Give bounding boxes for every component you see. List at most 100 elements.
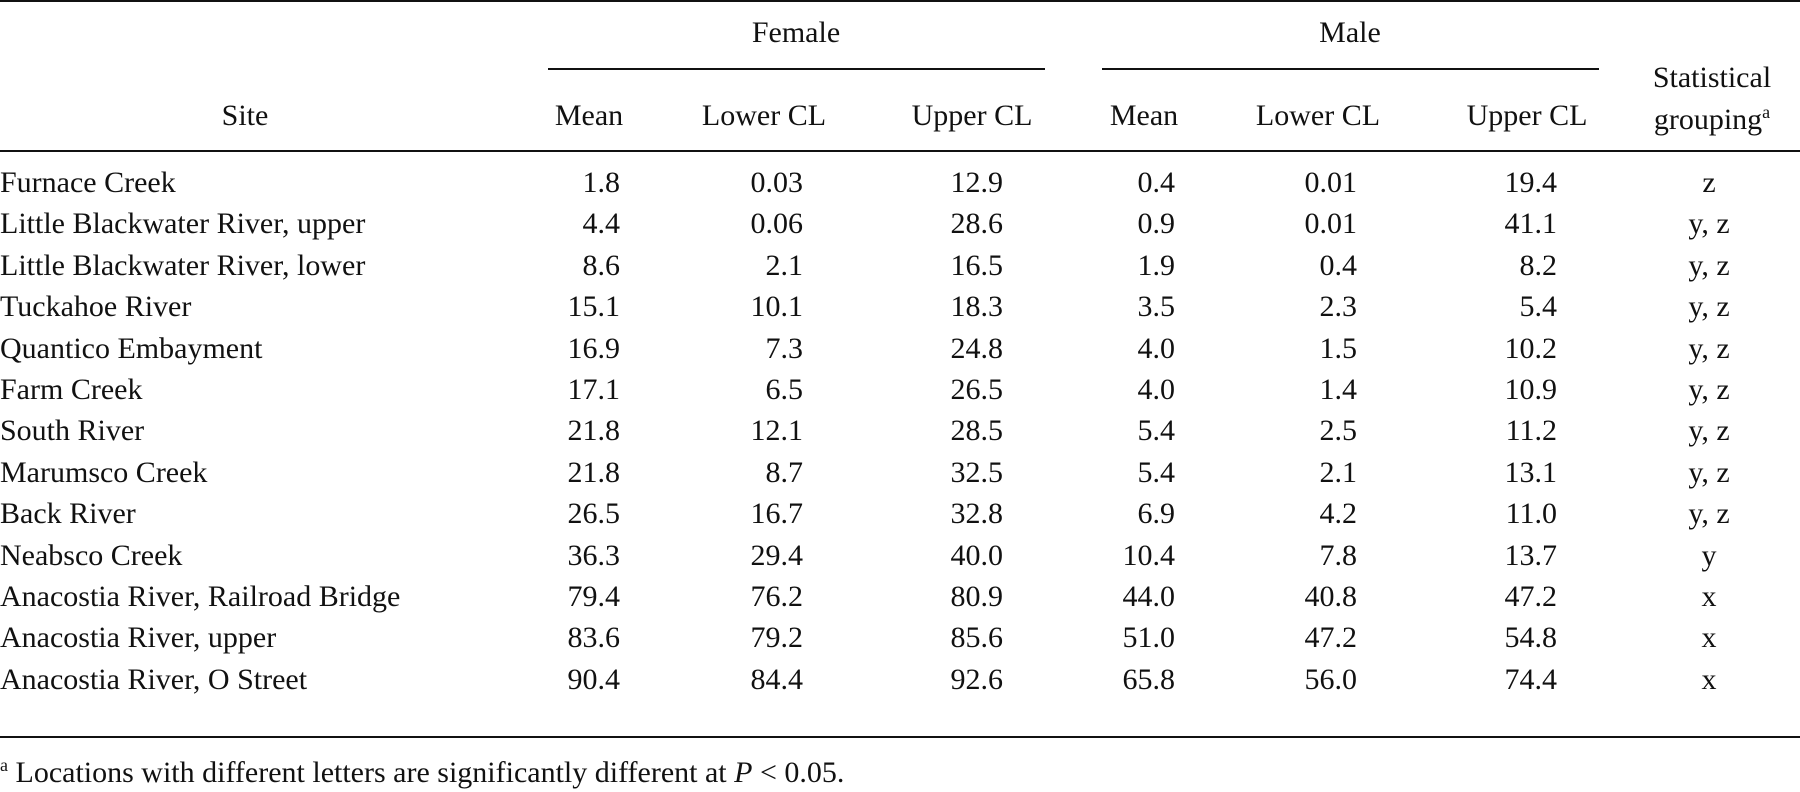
female-lower-cl-cell: 76.2 — [750, 580, 804, 613]
female-mean-cell: 17.1 — [567, 373, 621, 406]
female-lower-cl-cell: 29.4 — [750, 538, 804, 572]
female-upper-cl-cell: 32.5 — [950, 455, 1004, 489]
column-header-female-upper-cl: Upper CL — [911, 99, 1033, 132]
female-mean-cell: 1.8 — [582, 166, 621, 199]
male-mean-cell: 6.9 — [1137, 497, 1176, 531]
female-lower-cl-cell: 79.2 — [750, 621, 804, 655]
statistical-grouping-cell: x — [1701, 580, 1717, 613]
female-upper-cl-cell: 92.6 — [950, 662, 1004, 696]
male-lower-cl-cell: 1.5 — [1319, 331, 1358, 365]
male-lower-cl-cell: 56.0 — [1304, 662, 1358, 696]
site-cell: Little Blackwater River, lower — [0, 248, 366, 282]
male-lower-cl-cell: 40.8 — [1304, 580, 1358, 613]
female-span-rule — [548, 68, 1045, 70]
female-upper-cl-cell: 26.5 — [950, 373, 1004, 406]
footnote-text-after: < 0.05. — [752, 756, 845, 789]
female-upper-cl-cell: 80.9 — [950, 580, 1004, 613]
female-upper-cl-cell: 40.0 — [950, 538, 1004, 572]
group-header-female: Female — [751, 16, 841, 49]
female-lower-cl-cell: 8.7 — [765, 455, 804, 489]
male-mean-cell: 4.0 — [1137, 331, 1176, 365]
male-mean-cell: 0.4 — [1137, 166, 1176, 199]
site-cell: Tuckahoe River — [0, 290, 192, 324]
male-lower-cl-cell: 7.8 — [1319, 538, 1358, 572]
female-upper-cl-cell: 18.3 — [950, 290, 1004, 324]
site-cell: Farm Creek — [0, 373, 143, 406]
male-lower-cl-cell: 1.4 — [1319, 373, 1358, 406]
male-upper-cl-cell: 74.4 — [1504, 662, 1558, 696]
column-header-female-lower-cl: Lower CL — [701, 99, 827, 132]
site-cell: South River — [0, 414, 145, 448]
female-mean-cell: 8.6 — [582, 248, 621, 282]
statistical-grouping-cell: x — [1701, 662, 1717, 696]
male-lower-cl-cell: 47.2 — [1304, 621, 1358, 655]
column-header-statistical-grouping-line2: grouping — [1653, 103, 1763, 136]
site-cell: Little Blackwater River, upper — [0, 207, 366, 241]
male-mean-cell: 65.8 — [1122, 662, 1176, 696]
female-mean-cell: 90.4 — [567, 662, 621, 696]
male-upper-cl-cell: 10.2 — [1504, 331, 1558, 365]
statistical-grouping-cell: y, z — [1688, 248, 1730, 282]
male-upper-cl-cell: 10.9 — [1504, 373, 1558, 406]
statistical-grouping-cell: y — [1701, 538, 1717, 572]
male-upper-cl-cell: 11.2 — [1505, 414, 1557, 448]
site-cell: Quantico Embayment — [0, 331, 263, 365]
site-cell: Back River — [0, 497, 136, 531]
column-header-female-mean: Mean — [554, 99, 624, 132]
male-lower-cl-cell: 4.2 — [1319, 497, 1358, 531]
group-header-male: Male — [1319, 16, 1381, 49]
header-bottom-rule — [0, 150, 1800, 152]
male-upper-cl-cell: 41.1 — [1504, 207, 1558, 241]
male-mean-cell: 51.0 — [1122, 621, 1176, 655]
statistical-grouping-cell: z — [1702, 166, 1716, 199]
female-lower-cl-cell: 16.7 — [750, 497, 804, 531]
female-mean-cell: 21.8 — [567, 414, 621, 448]
footnote-marker: a — [1762, 102, 1771, 122]
table-top-rule — [0, 0, 1800, 2]
male-upper-cl-cell: 13.1 — [1504, 455, 1558, 489]
column-header-site: Site — [221, 99, 269, 132]
site-cell: Marumsco Creek — [0, 455, 208, 489]
female-lower-cl-cell: 84.4 — [750, 662, 804, 696]
female-upper-cl-cell: 85.6 — [950, 621, 1004, 655]
statistical-grouping-cell: y, z — [1688, 207, 1730, 241]
site-cell: Neabsco Creek — [0, 538, 183, 572]
male-mean-cell: 3.5 — [1137, 290, 1176, 324]
male-mean-cell: 5.4 — [1137, 414, 1176, 448]
female-upper-cl-cell: 24.8 — [950, 331, 1004, 365]
male-upper-cl-cell: 54.8 — [1504, 621, 1558, 655]
male-mean-cell: 44.0 — [1122, 580, 1176, 613]
male-mean-cell: 4.0 — [1137, 373, 1176, 406]
female-mean-cell: 26.5 — [567, 497, 621, 531]
female-upper-cl-cell: 28.6 — [950, 207, 1004, 241]
female-upper-cl-cell: 28.5 — [950, 414, 1004, 448]
footnote-text-before: Locations with different letters are sig… — [15, 756, 735, 789]
male-lower-cl-cell: 2.3 — [1319, 290, 1358, 324]
male-mean-cell: 0.9 — [1137, 207, 1176, 241]
male-mean-cell: 10.4 — [1122, 538, 1176, 572]
male-lower-cl-cell: 0.4 — [1319, 248, 1358, 282]
statistical-grouping-cell: y, z — [1688, 290, 1730, 324]
female-upper-cl-cell: 16.5 — [950, 248, 1004, 282]
site-cell: Furnace Creek — [0, 166, 176, 199]
column-header-male-mean: Mean — [1109, 99, 1179, 132]
male-upper-cl-cell: 5.4 — [1519, 290, 1558, 324]
male-upper-cl-cell: 8.2 — [1519, 248, 1558, 282]
female-mean-cell: 16.9 — [567, 331, 621, 365]
male-lower-cl-cell: 2.1 — [1319, 455, 1358, 489]
column-header-statistical-grouping: Statistical groupinga — [1653, 57, 1771, 141]
statistical-grouping-cell: y, z — [1688, 414, 1730, 448]
footnote-variable: P — [734, 756, 753, 789]
female-mean-cell: 4.4 — [582, 207, 621, 241]
site-cell: Anacostia River, O Street — [0, 662, 308, 696]
statistical-grouping-cell: y, z — [1688, 455, 1730, 489]
female-upper-cl-cell: 32.8 — [950, 497, 1004, 531]
male-upper-cl-cell: 19.4 — [1504, 166, 1558, 199]
statistical-grouping-cell: x — [1701, 621, 1717, 655]
male-lower-cl-cell: 0.01 — [1304, 166, 1358, 199]
site-cell: Anacostia River, upper — [0, 621, 277, 655]
table-footnote: a Locations with different letters are s… — [0, 756, 844, 790]
female-lower-cl-cell: 10.1 — [750, 290, 804, 324]
male-lower-cl-cell: 0.01 — [1304, 207, 1358, 241]
column-header-male-lower-cl: Lower CL — [1255, 99, 1381, 132]
